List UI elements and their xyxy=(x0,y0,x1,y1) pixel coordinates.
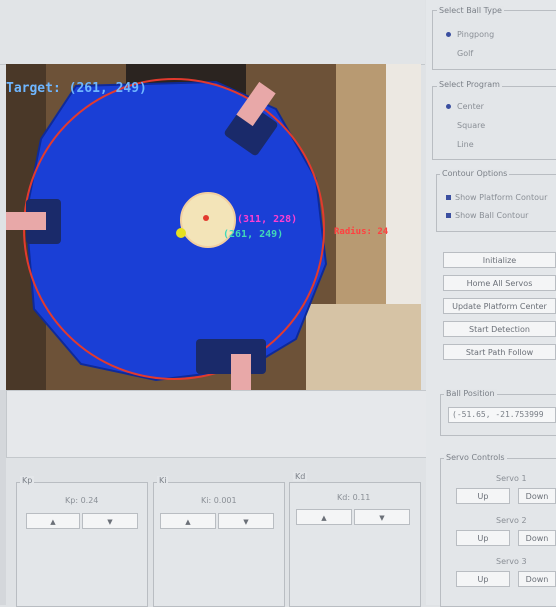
ball-position-value: (-51.65, -21.753999 xyxy=(452,410,544,419)
ki-down-button[interactable]: ▼ xyxy=(218,513,274,529)
ki-title: Ki xyxy=(157,476,169,485)
program-group xyxy=(432,86,556,160)
initialize-button[interactable]: Initialize xyxy=(443,252,556,268)
arrow-up-icon: ▲ xyxy=(321,514,327,522)
kp-group xyxy=(16,482,148,607)
arrow-up-icon: ▲ xyxy=(185,518,191,526)
option-golf[interactable]: Golf xyxy=(457,49,474,58)
start-path-follow-button[interactable]: Start Path Follow xyxy=(443,344,556,360)
servo-3-down-button[interactable]: Down xyxy=(518,571,556,587)
kp-value-label: Kp: 0.24 xyxy=(65,496,99,505)
target-label: Target: (261, 249) xyxy=(6,81,147,96)
option-show-ball-contour[interactable]: Show Ball Contour xyxy=(455,211,529,220)
contour-title: Contour Options xyxy=(440,169,510,178)
kd-title: Kd xyxy=(293,472,308,481)
kd-value-label: Kd: 0.11 xyxy=(337,493,371,502)
update-platform-center-button[interactable]: Update Platform Center xyxy=(443,298,556,314)
servo-2-down-button[interactable]: Down xyxy=(518,530,556,546)
camera-feed-drawing: Target: (261, 249) (311, 228) (261, 249)… xyxy=(6,64,421,390)
checkbox-platform-contour-icon[interactable] xyxy=(446,195,451,200)
kd-up-button[interactable]: ▲ xyxy=(296,509,352,525)
center-coords-label: (261, 249) xyxy=(223,229,283,240)
servo-1-label: Servo 1 xyxy=(496,474,527,483)
arrow-down-icon: ▼ xyxy=(107,518,113,526)
ball-type-title: Select Ball Type xyxy=(437,6,504,15)
kd-down-button[interactable]: ▼ xyxy=(354,509,410,525)
servo-1-up-button[interactable]: Up xyxy=(456,488,510,504)
servo-mount-left xyxy=(6,199,61,244)
top-area xyxy=(0,0,425,65)
ki-up-button[interactable]: ▲ xyxy=(160,513,216,529)
checkbox-ball-contour-icon[interactable] xyxy=(446,213,451,218)
kp-title: Kp xyxy=(20,476,35,485)
servo-controls-title: Servo Controls xyxy=(444,453,507,462)
radio-pingpong-selected-icon[interactable] xyxy=(446,32,451,37)
contour-group xyxy=(436,174,556,232)
servo-mount-bottom xyxy=(196,339,266,390)
ball-type-group xyxy=(432,10,556,70)
option-show-platform-contour[interactable]: Show Platform Contour xyxy=(455,193,548,202)
home-all-servos-button[interactable]: Home All Servos xyxy=(443,275,556,291)
option-line[interactable]: Line xyxy=(457,140,474,149)
ki-value-label: Ki: 0.001 xyxy=(201,496,237,505)
ball-position-field: (-51.65, -21.753999 xyxy=(448,407,556,423)
servo-3-up-button[interactable]: Up xyxy=(456,571,510,587)
option-pingpong[interactable]: Pingpong xyxy=(457,30,495,39)
servo-3-label: Servo 3 xyxy=(496,557,527,566)
servo-2-up-button[interactable]: Up xyxy=(456,530,510,546)
servo-1-down-button[interactable]: Down xyxy=(518,488,556,504)
left-edge-strip xyxy=(0,390,6,605)
kd-group xyxy=(289,482,421,607)
servo-2-label: Servo 2 xyxy=(496,516,527,525)
servo-mount-top-right xyxy=(224,81,278,156)
arrow-down-icon: ▼ xyxy=(243,518,249,526)
camera-feed: Target: (261, 249) (311, 228) (261, 249)… xyxy=(6,64,421,390)
radius-label: Radius: 24 xyxy=(334,226,389,237)
radio-center-selected-icon[interactable] xyxy=(446,104,451,109)
program-title: Select Program xyxy=(437,80,502,89)
kp-up-button[interactable]: ▲ xyxy=(26,513,80,529)
kp-down-button[interactable]: ▼ xyxy=(82,513,138,529)
option-center[interactable]: Center xyxy=(457,102,484,111)
ball-position-title: Ball Position xyxy=(444,389,497,398)
arrow-up-icon: ▲ xyxy=(50,518,56,526)
ball-coords-label: (311, 228) xyxy=(237,214,297,225)
option-square[interactable]: Square xyxy=(457,121,486,130)
video-bottom-panel xyxy=(6,390,428,458)
arrow-down-icon: ▼ xyxy=(379,514,385,522)
start-detection-button[interactable]: Start Detection xyxy=(443,321,556,337)
